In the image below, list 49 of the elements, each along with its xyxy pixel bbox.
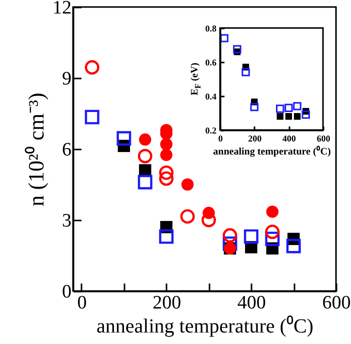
x-tick-label: 0 — [77, 292, 87, 314]
point — [116, 131, 132, 146]
point — [265, 232, 280, 246]
point — [265, 224, 280, 240]
point — [302, 110, 310, 119]
point — [233, 45, 242, 54]
y-tick-label: 0.8 — [205, 24, 217, 34]
point — [159, 165, 174, 180]
x-axis-title: annealing temperature (⁰C) — [213, 146, 331, 158]
y-tick-label: 0.6 — [205, 58, 217, 68]
point — [84, 60, 100, 75]
point — [181, 178, 194, 191]
point — [250, 102, 258, 112]
point — [160, 148, 172, 162]
x-tick-label: 400 — [237, 292, 266, 314]
y-tick-label: 0.2 — [205, 126, 217, 136]
point — [276, 113, 284, 120]
point — [222, 228, 238, 243]
point — [294, 113, 301, 120]
point — [159, 229, 174, 244]
point — [138, 174, 152, 190]
y-tick-label: 12 — [52, 0, 72, 18]
point — [244, 229, 258, 244]
point — [180, 209, 195, 224]
y-tick-label: 6 — [62, 140, 72, 160]
x-tick-label: 400 — [282, 134, 296, 144]
x-axis-title: annealing temperature (⁰C) — [96, 314, 314, 338]
point — [266, 206, 278, 218]
point — [159, 171, 174, 186]
x-tick-label: 200 — [248, 134, 262, 144]
x-tick-label: 600 — [322, 292, 351, 314]
y-axis-title: n (10²⁰ cm⁻³) — [24, 92, 48, 206]
point — [242, 68, 250, 76]
point — [286, 238, 301, 254]
y-tick-label: 0.4 — [205, 92, 217, 102]
point — [84, 110, 100, 124]
y-tick-label: 3 — [62, 210, 72, 232]
point — [138, 133, 152, 146]
point — [293, 102, 302, 110]
point — [138, 148, 152, 164]
x-tick-label: 0 — [218, 134, 224, 144]
point — [276, 104, 284, 113]
y-tick-label: 9 — [62, 68, 72, 90]
point — [160, 138, 172, 150]
x-tick-label: 200 — [152, 292, 182, 314]
point — [222, 236, 238, 251]
point — [284, 104, 293, 112]
point — [285, 113, 292, 120]
x-tick-label: 600 — [316, 134, 331, 144]
